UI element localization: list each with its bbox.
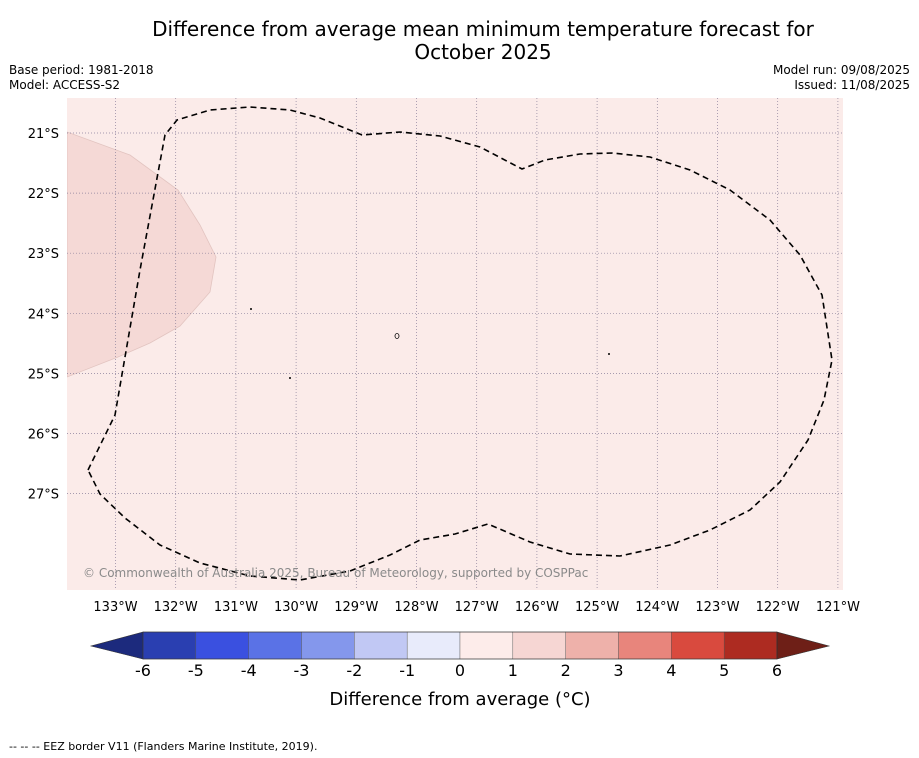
copyright-text: © Commonwealth of Australia 2025, Bureau… xyxy=(83,566,588,580)
map-panel: © Commonwealth of Australia 2025, Bureau… xyxy=(28,98,860,615)
longitude-label: 130°W xyxy=(274,600,318,615)
latitude-label: 27°S xyxy=(28,488,59,503)
colorbar-segment xyxy=(723,631,778,660)
colorbar-segment xyxy=(618,631,672,660)
base-period: Base period: 1981-2018 xyxy=(9,63,154,77)
colorbar-segment xyxy=(142,631,197,660)
islands xyxy=(250,308,610,379)
latitude-labels: 21°S 22°S 23°S 24°S 25°S 26°S 27°S xyxy=(28,127,59,503)
colorbar-tick-label: -5 xyxy=(188,661,204,680)
model-run: Model run: 09/08/2025 xyxy=(772,63,910,77)
colorbar-title: Difference from average (°C) xyxy=(329,689,590,710)
colorbar-tick-label: -6 xyxy=(135,661,151,680)
longitude-label: 125°W xyxy=(575,600,619,615)
longitude-label: 133°W xyxy=(93,600,137,615)
colorbar-tick-label: 5 xyxy=(719,661,729,680)
colorbar-outline xyxy=(142,631,778,660)
latitude-label: 24°S xyxy=(28,307,59,322)
colorbar-segment xyxy=(301,631,355,660)
longitude-label: 129°W xyxy=(334,600,378,615)
colorbar-segment xyxy=(512,631,566,660)
model-name: Model: ACCESS-S2 xyxy=(9,78,121,92)
longitude-label: 132°W xyxy=(154,600,198,615)
longitude-label: 127°W xyxy=(455,600,499,615)
graticule xyxy=(67,98,843,590)
colorbar-segment xyxy=(406,631,461,660)
colorbar-tick-label: 3 xyxy=(613,661,623,680)
colorbar-segments xyxy=(142,631,778,660)
colorbar-tick-label: 6 xyxy=(772,661,782,680)
eez-legend-note: -- -- -- EEZ border V11 (Flanders Marine… xyxy=(9,740,318,753)
latitude-label: 22°S xyxy=(28,187,59,202)
colorbar-segment xyxy=(459,631,514,660)
title-line-2: October 2025 xyxy=(414,40,552,64)
issued-date: Issued: 11/08/2025 xyxy=(794,78,910,92)
colorbar-tick-label: 4 xyxy=(666,661,676,680)
colorbar-segment xyxy=(671,631,725,660)
island-dot xyxy=(394,333,400,339)
eez-border xyxy=(87,106,833,581)
colorbar-tick-label: -2 xyxy=(346,661,362,680)
longitude-labels: 133°W 132°W 131°W 130°W 129°W 128°W 127°W 126°W… xyxy=(93,600,860,615)
longitude-label: 124°W xyxy=(635,600,679,615)
meta-left: Base period: 1981-2018 Model: ACCESS-S2 xyxy=(9,63,154,93)
longitude-label: 122°W xyxy=(756,600,800,615)
colorbar: -6 -5 -4 -3 -2 -1 0 1 2 3 4 5 6 Difference from aver… xyxy=(89,631,831,710)
colorbar-over-arrow xyxy=(776,631,831,660)
latitude-label: 26°S xyxy=(28,428,59,443)
longitude-label: 123°W xyxy=(695,600,739,615)
island-dot xyxy=(250,308,252,310)
colorbar-segment xyxy=(354,631,408,660)
colorbar-segment xyxy=(195,631,249,660)
longitude-label: 126°W xyxy=(515,600,559,615)
colorbar-tick-label: -3 xyxy=(294,661,310,680)
meta-right: Model run: 09/08/2025 Issued: 11/08/2025 xyxy=(773,63,910,93)
island-dot xyxy=(608,353,610,355)
title-line-1: Difference from average mean minimum tem… xyxy=(152,17,814,41)
colorbar-segment xyxy=(565,631,619,660)
colorbar-under-arrow xyxy=(89,631,144,660)
longitude-label: 121°W xyxy=(816,600,860,615)
colorbar-tick-label: -4 xyxy=(241,661,257,680)
island-dot xyxy=(289,377,291,379)
longitude-label: 131°W xyxy=(214,600,258,615)
colorbar-tick-label: -1 xyxy=(399,661,415,680)
colorbar-tick-labels: -6 -5 -4 -3 -2 -1 0 1 2 3 4 5 6 xyxy=(135,661,782,680)
latitude-label: 25°S xyxy=(28,367,59,382)
latitude-label: 23°S xyxy=(28,247,59,262)
colorbar-tick-label: 2 xyxy=(561,661,571,680)
map-title: Difference from average mean minimum tem… xyxy=(0,18,919,64)
longitude-label: 128°W xyxy=(394,600,438,615)
map-background xyxy=(67,98,843,590)
colorbar-segment xyxy=(248,631,302,660)
latitude-label: 21°S xyxy=(28,127,59,142)
colorbar-tick-label: 1 xyxy=(508,661,518,680)
colorbar-tick-label: 0 xyxy=(455,661,465,680)
